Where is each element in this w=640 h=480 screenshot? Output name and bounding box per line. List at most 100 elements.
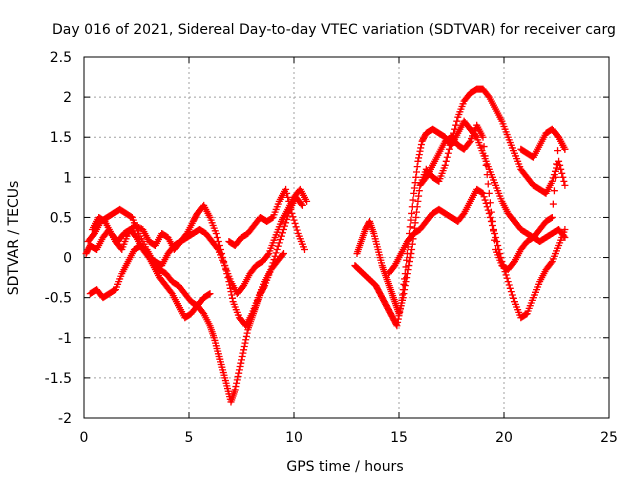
data-point-marker (231, 386, 239, 394)
data-point-marker (406, 254, 414, 262)
data-point-marker (417, 141, 425, 149)
data-point-marker (293, 226, 301, 234)
x-tick-label: 15 (390, 430, 408, 446)
data-points (82, 85, 569, 406)
data-point-marker (401, 286, 409, 294)
data-point-marker (274, 242, 282, 250)
data-point-marker (416, 147, 424, 155)
data-point-marker (408, 209, 416, 217)
data-point-marker (507, 288, 515, 296)
data-point-marker (554, 147, 562, 155)
data-point-marker (214, 238, 222, 246)
data-point-marker (276, 236, 284, 244)
data-point-marker (550, 187, 558, 195)
data-point-marker (478, 189, 486, 197)
data-point-marker (238, 356, 245, 364)
data-point-marker (242, 332, 250, 340)
x-tick-label: 5 (185, 430, 194, 446)
data-point-marker (509, 294, 517, 302)
data-point-marker (267, 266, 275, 274)
data-point-marker (547, 259, 555, 267)
data-point-marker (242, 336, 250, 344)
data-point-marker (486, 199, 494, 207)
y-tick-label: 0 (63, 251, 72, 267)
data-point-marker (406, 258, 413, 266)
data-point-marker (282, 185, 290, 193)
data-point-marker (287, 205, 295, 213)
data-point-marker (213, 244, 221, 252)
data-point-marker (301, 246, 308, 254)
data-point-marker (561, 145, 569, 153)
x-tick-label: 20 (495, 430, 513, 446)
data-point-marker (465, 139, 473, 147)
data-point-marker (415, 151, 423, 159)
data-point-marker (291, 219, 299, 227)
data-point-marker (441, 161, 449, 169)
data-point-marker (482, 199, 490, 207)
data-point-marker (394, 315, 402, 323)
y-tick-label: 2 (63, 90, 72, 106)
data-point-marker (549, 200, 557, 208)
y-tick-label: -2 (58, 411, 72, 427)
data-point-marker (414, 157, 422, 165)
data-point-marker (444, 149, 452, 157)
data-point-marker (409, 196, 417, 204)
data-point-marker (278, 251, 286, 259)
y-axis-label: SDTVAR / TECUs (6, 181, 22, 296)
data-point-marker (556, 161, 564, 169)
y-tick-label: 1 (63, 170, 72, 186)
x-tick-label: 25 (600, 430, 618, 446)
data-point-marker (484, 180, 492, 188)
data-point-marker (412, 213, 420, 221)
data-point-marker (453, 117, 461, 125)
data-point-marker (233, 376, 241, 384)
x-tick-label: 10 (285, 430, 303, 446)
data-point-marker (414, 197, 422, 205)
data-point-marker (487, 208, 495, 216)
data-point-marker (481, 196, 489, 204)
data-point-marker (485, 189, 493, 197)
data-point-marker (264, 251, 272, 259)
data-point-marker (559, 173, 567, 181)
data-point-marker (410, 184, 418, 192)
data-point-marker (284, 193, 292, 201)
data-point-marker (413, 203, 421, 211)
data-point-marker (561, 181, 569, 189)
data-point-marker (281, 222, 289, 230)
data-point-marker (213, 234, 221, 241)
data-point-marker (490, 227, 497, 235)
data-point-marker (491, 236, 499, 244)
data-point-marker (273, 246, 281, 254)
data-point-marker (486, 213, 494, 221)
data-point-marker (243, 329, 251, 337)
data-point-marker (412, 173, 420, 181)
data-point-marker (404, 266, 412, 274)
data-point-marker (205, 290, 213, 298)
x-tick-labels: 0 5 10 15 20 25 (80, 430, 618, 446)
data-point-marker (413, 208, 420, 216)
data-point-marker (288, 209, 296, 217)
data-point-marker (292, 223, 300, 231)
data-point-marker (228, 294, 236, 302)
data-point-marker (280, 250, 287, 258)
data-point-marker (233, 379, 241, 387)
data-point-marker (400, 290, 408, 298)
data-point-marker (504, 278, 512, 286)
data-point-marker (402, 278, 410, 286)
data-point-marker (240, 342, 248, 350)
data-point-marker (557, 165, 565, 173)
data-point-marker (406, 223, 414, 231)
data-point-marker (415, 187, 423, 195)
data-point-marker (408, 240, 416, 248)
data-point-marker (407, 250, 415, 258)
data-point-marker (443, 153, 451, 161)
data-point-marker (260, 283, 268, 291)
data-point-marker (393, 322, 401, 330)
data-point-marker (282, 219, 290, 227)
data-point-marker (503, 274, 511, 282)
data-point-marker (297, 200, 305, 208)
data-point-marker (442, 157, 450, 165)
data-point-marker (403, 274, 411, 282)
data-point-marker (479, 133, 487, 141)
data-point-marker (483, 171, 491, 179)
